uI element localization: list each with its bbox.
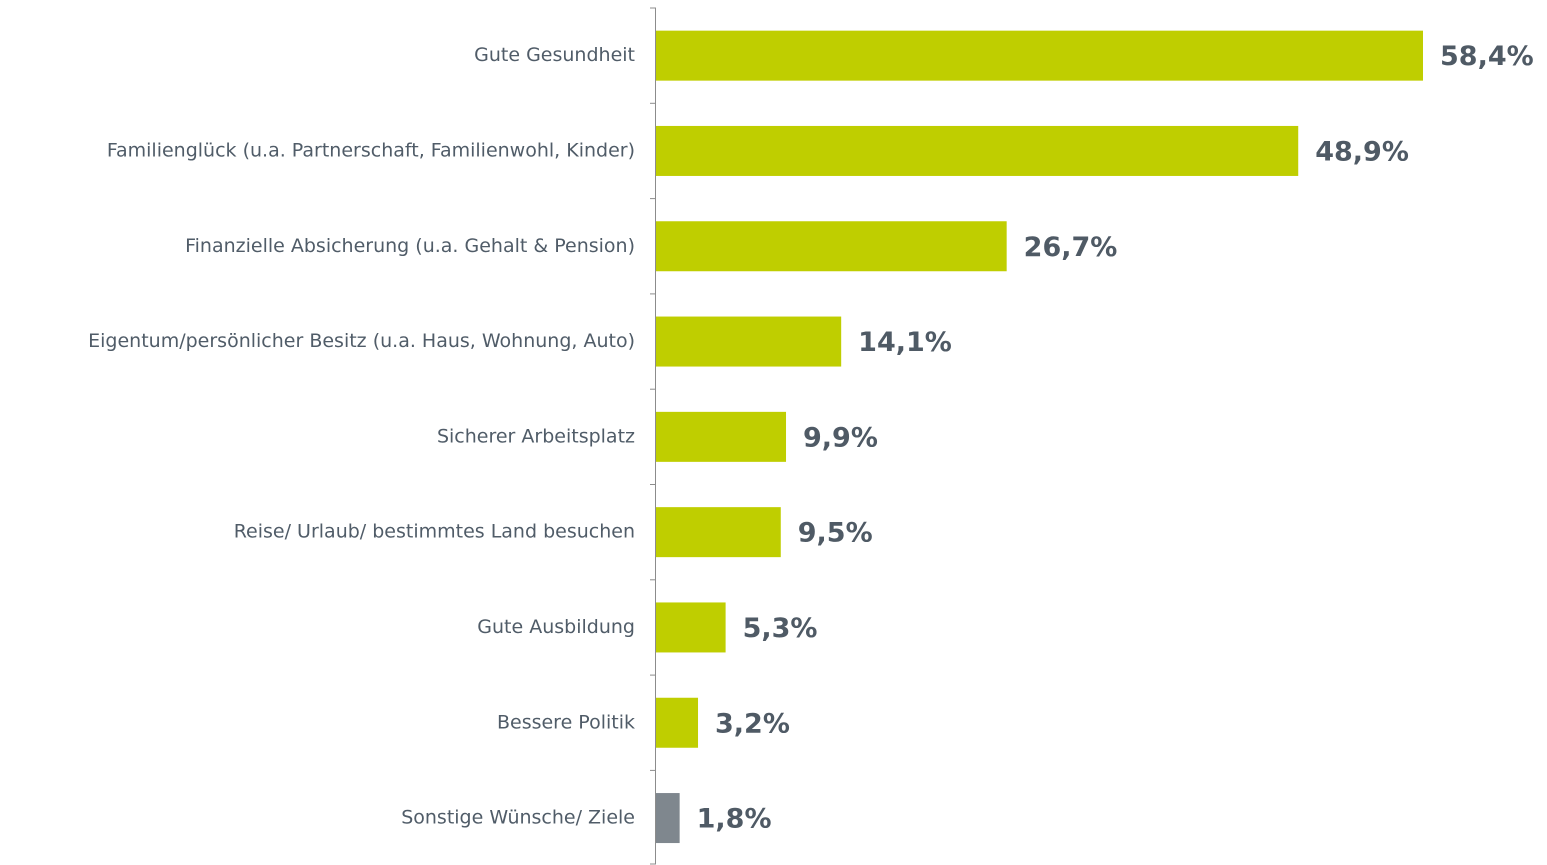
category-label: Sicherer Arbeitsplatz (437, 425, 635, 447)
value-label: 14,1% (858, 327, 952, 358)
bar (656, 30, 1423, 81)
category-label: Bessere Politik (497, 711, 635, 733)
value-label: 48,9% (1315, 136, 1409, 167)
category-label: Gute Gesundheit (474, 44, 635, 66)
value-label: 26,7% (1024, 232, 1118, 263)
category-label: Familienglück (u.a. Partnerschaft, Famil… (107, 139, 635, 161)
bar (656, 125, 1299, 176)
category-label: Reise/ Urlaub/ bestimmtes Land besuchen (234, 521, 635, 543)
value-label: 9,5% (798, 518, 873, 549)
bar (656, 793, 680, 844)
category-label: Gute Ausbildung (477, 616, 635, 638)
value-label: 1,8% (697, 804, 772, 835)
bar (656, 602, 726, 653)
bar (656, 411, 787, 462)
category-label: Finanzielle Absicherung (u.a. Gehalt & P… (185, 235, 635, 257)
value-label: 58,4% (1440, 41, 1534, 72)
category-label: Eigentum/persönlicher Besitz (u.a. Haus,… (88, 330, 635, 352)
value-label: 5,3% (743, 613, 818, 644)
bar (656, 221, 1007, 272)
bar (656, 697, 699, 748)
bar (656, 507, 781, 558)
value-label: 3,2% (715, 708, 790, 739)
category-label: Sonstige Wünsche/ Ziele (401, 807, 635, 829)
value-label: 9,9% (803, 422, 878, 453)
bar (656, 316, 842, 367)
